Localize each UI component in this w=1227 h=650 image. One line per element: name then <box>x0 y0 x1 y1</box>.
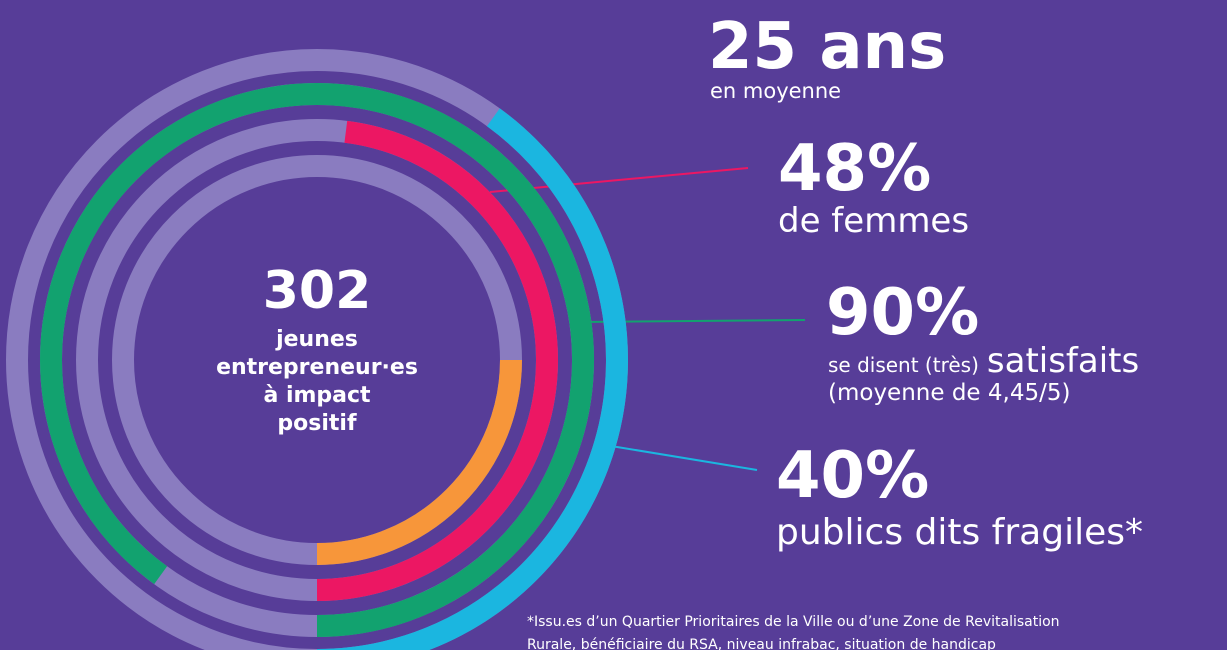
stat-caption: (moyenne de 4,45/5) <box>828 380 1070 406</box>
center-value: 302 <box>263 261 372 321</box>
stat-value: 90% <box>826 276 979 350</box>
ring-arc <box>316 120 558 601</box>
center-label: entrepreneur·es <box>216 355 418 380</box>
stat-caption: publics dits fragiles* <box>776 512 1143 553</box>
stat-caption: satisfaits <box>987 341 1139 381</box>
center-label: positif <box>277 411 357 436</box>
connector <box>604 444 758 471</box>
ring-arc <box>316 108 628 650</box>
stat-value: 40% <box>776 439 929 513</box>
ring-arc <box>316 359 522 565</box>
stat-caption: en moyenne <box>710 79 841 103</box>
center-label: jeunes <box>275 327 358 352</box>
center-label: à impact <box>263 383 371 408</box>
footnote: *Issu.es d’un Quartier Prioritaires de l… <box>527 614 1060 630</box>
stat-value: 48% <box>778 132 931 206</box>
stat-value: 25 ans <box>708 10 946 84</box>
ring-arc <box>40 83 594 637</box>
stat-caption: de femmes <box>778 201 969 241</box>
footnote: Rurale, bénéficiaire du RSA, niveau infr… <box>527 637 996 650</box>
